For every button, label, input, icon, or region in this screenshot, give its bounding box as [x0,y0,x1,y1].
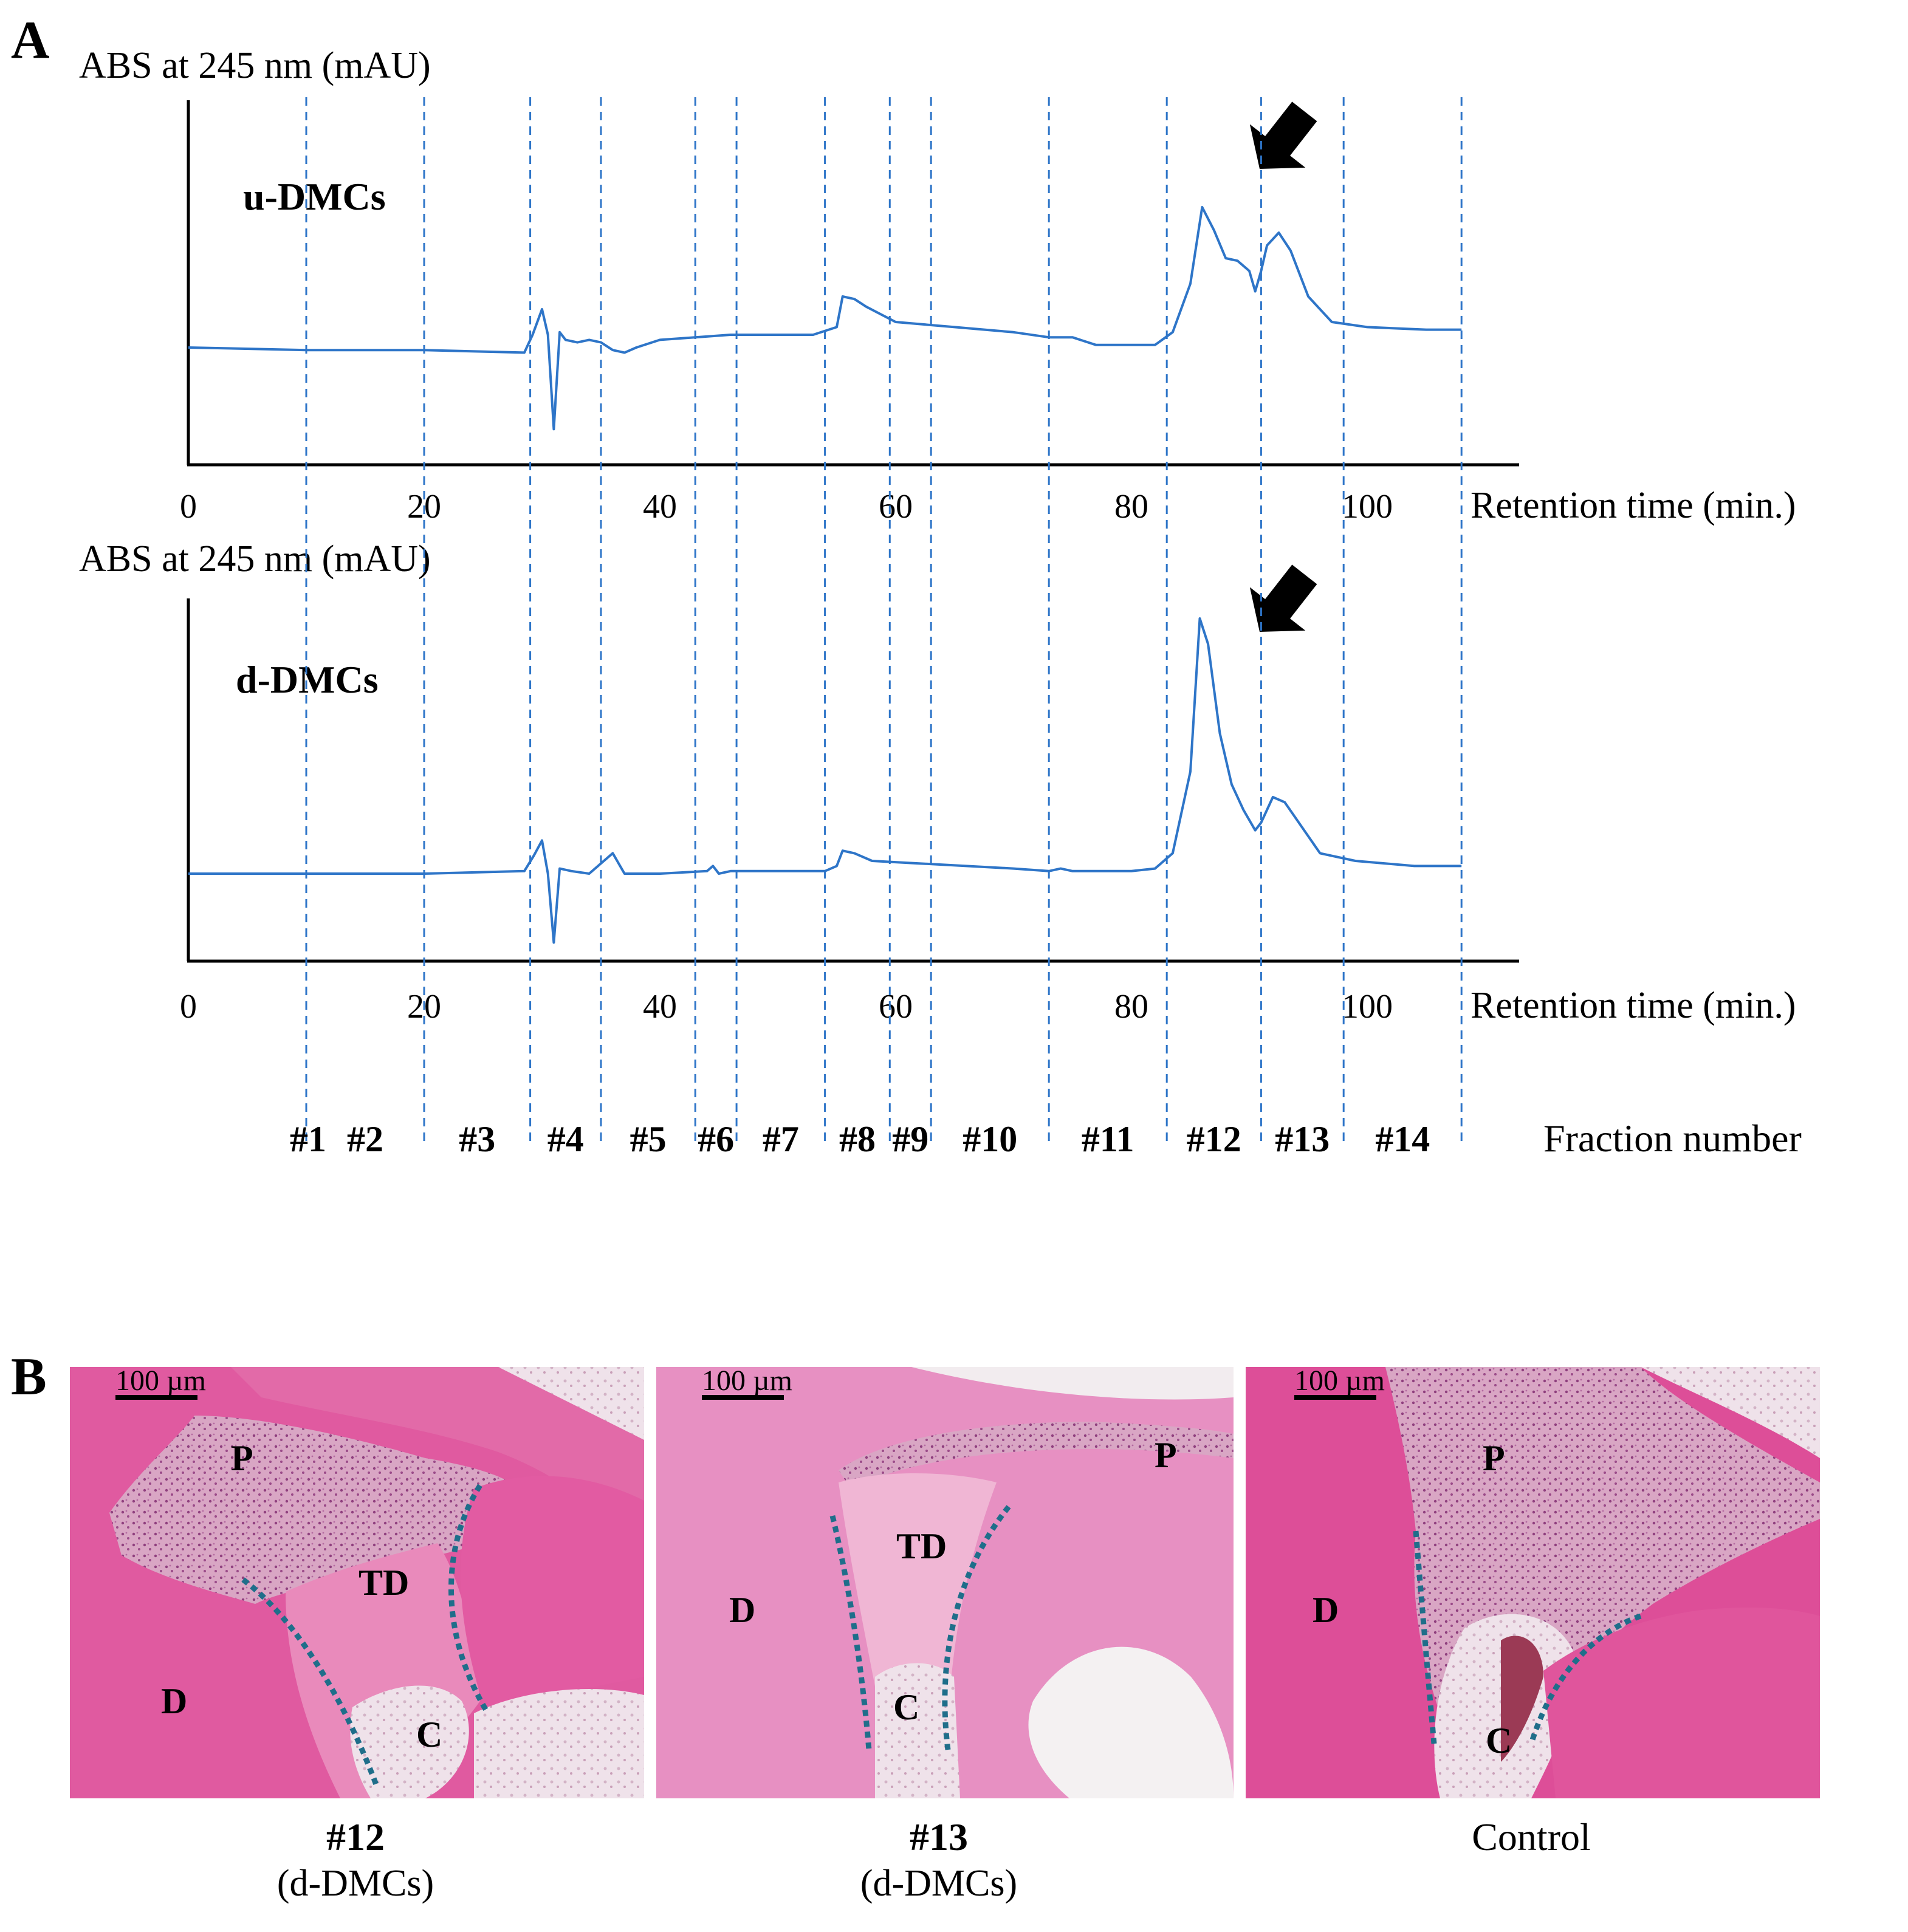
fraction-label: #5 [630,1119,667,1159]
scale-bar-label: 100 µm [115,1365,206,1397]
scale-bar-label: 100 µm [702,1365,792,1397]
d-dmcs-title: d-DMCs [236,658,379,701]
u-dmcs-arrow-icon [1249,101,1317,169]
x-tick-label: 0 [180,988,197,1026]
fraction-label: #2 [347,1119,383,1159]
d-dmcs-series-line [188,617,1462,944]
caption-control-main: Control [1472,1815,1591,1858]
scale-bar-label: 100 µm [1294,1365,1385,1397]
fraction-label: #13 [1275,1119,1330,1159]
fraction-axis-label: Fraction number [1543,1117,1802,1160]
fraction-label: #6 [698,1119,734,1159]
fraction-label: #11 [1082,1119,1134,1159]
u-dmcs-series-line [188,206,1462,431]
u-dmcs-xlabel: Retention time (min.) [1470,485,1796,526]
chart-u-dmcs: ABS at 245 nm (mAU) u-DMCs 0 20 40 60 80 100 … [79,45,1796,526]
histology-image-12 [70,1367,644,1798]
fraction-label: #4 [547,1119,584,1159]
fraction-label: #9 [892,1119,928,1159]
caption-12-main: #12 [326,1815,385,1858]
histology-image-control [1246,1367,1820,1798]
histology-labels: P TD D C 100 µm P TD D C 100 µm P D C 100 µm [115,1365,1512,1761]
x-tick-label: 80 [1114,488,1148,526]
tissue-label: P [231,1438,253,1478]
x-tick-label: 100 [1342,488,1393,526]
x-tick-label: 60 [879,488,913,526]
fraction-label: #3 [459,1119,495,1159]
tissue-label: TD [896,1526,947,1566]
tissue-label: D [729,1590,755,1630]
fraction-label: #1 [290,1119,326,1159]
u-dmcs-title: u-DMCs [243,175,386,218]
tissue-label: P [1483,1438,1505,1478]
tissue-label: C [1486,1721,1512,1761]
d-dmcs-ylabel: ABS at 245 nm (mAU) [79,538,431,580]
caption-13-sub: (d-DMCs) [860,1863,1017,1904]
x-tick-label: 40 [643,488,677,526]
tissue-label: D [161,1681,187,1721]
caption-13-main: #13 [910,1815,968,1858]
fraction-label: #8 [839,1119,876,1159]
x-tick-label: 40 [643,988,677,1026]
x-tick-label: 80 [1114,988,1148,1026]
tissue-label: C [416,1714,442,1755]
fraction-label: #12 [1187,1119,1241,1159]
tissue-label: D [1313,1590,1339,1630]
fraction-label: #7 [763,1119,799,1159]
panel-a-letter: A [11,11,50,70]
u-dmcs-tick-labels: 0 20 40 60 80 100 [180,488,1393,526]
fraction-labels: #1 #2 #3 #4 #5 #6 #7 #8 #9 #10 #11 #12 #13 #14 [290,1119,1430,1159]
u-dmcs-ylabel: ABS at 245 nm (mAU) [79,45,431,86]
fraction-label: #10 [963,1119,1017,1159]
tissue-label: P [1155,1435,1177,1475]
panel-b-letter: B [11,1348,47,1406]
x-tick-label: 100 [1342,988,1393,1026]
tissue-label: C [893,1687,919,1727]
chart-d-dmcs: ABS at 245 nm (mAU) d-DMCs 0 20 40 60 80 100 … [79,538,1796,1026]
d-dmcs-arrow-icon [1249,564,1317,632]
histology-image-13 [656,1367,1234,1798]
tissue-label: TD [359,1563,409,1603]
x-tick-label: 60 [879,988,913,1026]
caption-12-sub: (d-DMCs) [277,1863,434,1904]
x-tick-label: 0 [180,488,197,526]
d-dmcs-xlabel: Retention time (min.) [1470,985,1796,1026]
d-dmcs-tick-labels: 0 20 40 60 80 100 [180,988,1393,1026]
fraction-label: #14 [1375,1119,1430,1159]
